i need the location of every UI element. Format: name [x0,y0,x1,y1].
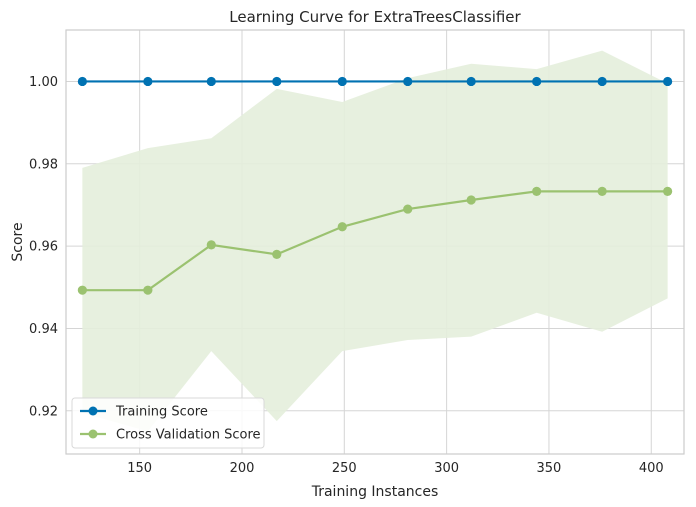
series-lines [82,80,668,292]
legend-marker-cross-validation [88,429,98,439]
plot-frame [65,29,685,455]
training-score-point [206,76,216,87]
y-tick-labels: 0.92 0.94 0.96 0.98 1.00 [29,75,58,419]
training-score-point [663,76,673,87]
x-tick-label: 200 [230,461,255,476]
cross-validation-score-point [77,285,87,295]
x-tick-label: 350 [537,461,562,476]
x-tick-label: 250 [332,461,357,476]
series-markers [77,76,673,295]
cross-validation-score-point [466,195,476,205]
cross-validation-score-point [337,222,347,232]
training-score-point [532,76,542,87]
x-tick-label: 400 [639,461,664,476]
y-tick-label: 0.96 [29,240,58,255]
training-score-point [403,76,413,87]
x-tick-label: 300 [434,461,459,476]
legend: Training Score Cross Validation Score [71,397,265,449]
chart-title: Learning Curve for ExtraTreesClassifier [229,8,521,26]
cross-validation-score-line [82,190,668,292]
training-score-point [77,76,87,87]
x-axis-title: Training Instances [311,484,439,500]
cross-validation-score-point [272,249,282,259]
cross-validation-score-point [663,186,673,196]
y-tick-label: 0.92 [29,404,58,419]
cross-validation-score-point [403,204,413,214]
legend-box [71,397,265,449]
y-tick-label: 0.98 [29,157,58,172]
y-axis-title: Score [10,222,26,261]
training-score-point [597,76,607,87]
x-tick-labels: 150 200 250 300 350 400 [127,461,663,476]
legend-label-cross-validation: Cross Validation Score [116,428,261,443]
training-score-point [272,76,282,87]
confidence-bands [82,50,668,432]
cross-validation-score-point [143,285,153,295]
y-tick-label: 0.94 [29,322,58,337]
cross-validation-score-point [532,186,542,196]
cross-validation-score-point [597,186,607,196]
training-score-point [466,76,476,87]
training-score-point [337,76,347,87]
cross-validation-band [82,50,668,432]
legend-marker-training [88,406,98,416]
cross-validation-score-point [206,240,216,250]
legend-label-training: Training Score [115,405,208,420]
training-score-point [143,76,153,87]
y-tick-label: 1.00 [29,75,58,90]
x-tick-label: 150 [127,461,152,476]
